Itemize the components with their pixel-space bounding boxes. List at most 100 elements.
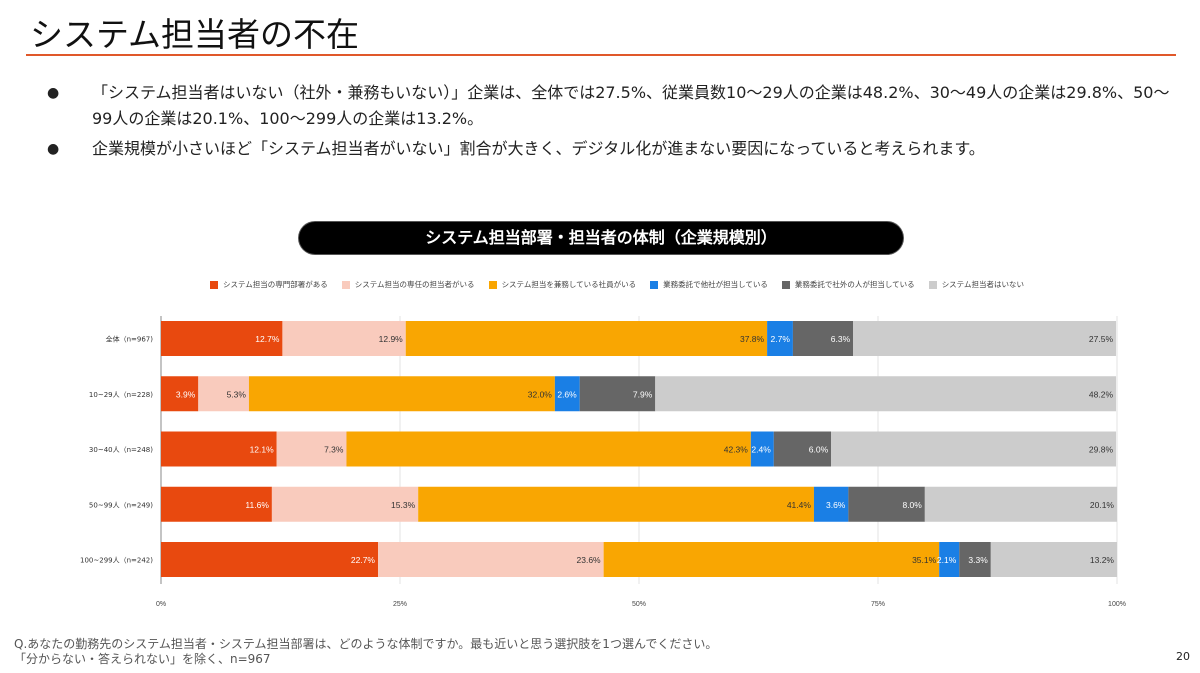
legend-item: システム担当を兼務している社員がいる <box>488 279 636 290</box>
legend-label: システム担当の専任の担当者がいる <box>354 280 475 289</box>
data-label: 20.1% <box>1090 500 1115 510</box>
bar-segment <box>750 431 774 467</box>
bar-segment <box>603 542 940 577</box>
bar-segment <box>655 376 1117 412</box>
legend-swatch <box>341 280 350 289</box>
bar-segment <box>848 486 925 522</box>
bar-segment <box>792 321 854 356</box>
data-label: 2.1% <box>937 555 957 565</box>
data-label: 3.9% <box>176 389 196 399</box>
data-label: 37.8% <box>740 334 765 344</box>
data-label: 3.6% <box>826 500 846 510</box>
bar-segment <box>271 486 419 522</box>
data-label: 13.2% <box>1090 555 1115 565</box>
survey-question: Q.あなたの勤務先のシステム担当者・システム担当部署は、どのような体制ですか。最… <box>14 637 718 651</box>
x-tick-label: 100% <box>1108 601 1126 608</box>
data-label: 48.2% <box>1089 389 1114 399</box>
bar-segment <box>959 542 991 577</box>
bar-segment <box>161 486 272 522</box>
bar-segment <box>346 431 751 467</box>
data-label: 8.0% <box>902 500 922 510</box>
bullet-dot-icon: ● <box>47 141 60 157</box>
legend-item: 業務委託で社外の人が担当している <box>781 279 915 290</box>
bullet-item: ● 「システム担当者はいない（社外・兼務もいない）」企業は、全体では27.5%、… <box>42 80 1182 132</box>
data-label: 11.6% <box>245 500 269 510</box>
survey-note: 「分からない・答えられない」を除く、n=967 <box>14 652 271 666</box>
legend-item: 業務委託で他社が担当している <box>650 279 768 290</box>
data-label: 15.3% <box>391 500 416 510</box>
legend-item: システム担当の専門部署がある <box>210 279 328 290</box>
legend-swatch <box>210 280 218 289</box>
page-number: 20 <box>1176 650 1190 663</box>
title-underline <box>26 54 1176 56</box>
category-label: 50~99人（n=249) <box>89 501 153 509</box>
data-label: 35.1% <box>912 555 937 565</box>
bar-segment <box>248 376 555 412</box>
legend-swatch <box>781 280 790 289</box>
data-label: 12.1% <box>250 445 275 455</box>
data-label: 32.0% <box>528 389 553 399</box>
bullet-text: 「システム担当者はいない（社外・兼務もいない）」企業は、全体では27.5%、従業… <box>92 83 1170 128</box>
category-label: 30~40人（n=248) <box>89 446 153 454</box>
category-label: 全体（n=967) <box>106 335 154 344</box>
bar-segment <box>554 376 580 412</box>
x-tick-label: 0% <box>156 601 166 608</box>
legend-swatch <box>650 280 659 289</box>
bar-segment <box>990 542 1117 577</box>
legend-swatch <box>928 280 937 289</box>
data-label: 2.4% <box>751 445 771 455</box>
x-tick-label: 75% <box>871 601 885 608</box>
data-label: 3.3% <box>968 555 988 565</box>
bar-segment <box>198 376 249 412</box>
bar-segment <box>853 321 1117 356</box>
legend-label: 業務委託で社外の人が担当している <box>794 280 915 289</box>
data-label: 12.7% <box>255 334 280 344</box>
slide-title: システム担当者の不在 <box>30 15 360 54</box>
data-label: 23.6% <box>577 555 602 565</box>
bar-segment <box>161 376 199 412</box>
data-label: 27.5% <box>1089 334 1114 344</box>
bar-segment <box>276 431 347 467</box>
bar-segment <box>939 542 960 577</box>
bar-segment <box>813 486 849 522</box>
bar-segment <box>831 431 1117 467</box>
data-label: 2.6% <box>557 389 577 399</box>
footer-note: Q.あなたの勤務先のシステム担当者・システム担当部署は、どのような体制ですか。最… <box>14 637 717 667</box>
bar-segment <box>161 542 379 577</box>
legend-label: 業務委託で他社が担当している <box>663 280 768 289</box>
chart-title: システム担当部署・担当者の体制（企業規模別） <box>299 222 903 254</box>
data-label: 6.0% <box>809 445 829 455</box>
category-label: 100~299人（n=242) <box>80 557 153 565</box>
data-label: 5.3% <box>227 389 247 399</box>
legend-swatch <box>488 280 497 289</box>
bar-segment <box>161 431 277 467</box>
bullet-list: ● 「システム担当者はいない（社外・兼務もいない）」企業は、全体では27.5%、… <box>42 80 1182 166</box>
data-label: 7.9% <box>633 389 653 399</box>
bar-segment <box>282 321 406 356</box>
data-label: 2.7% <box>771 334 791 344</box>
data-label: 22.7% <box>351 555 376 565</box>
bar-segment <box>378 542 604 577</box>
bullet-text: 企業規模が小さいほど「システム担当者がいない」割合が大きく、デジタル化が進まない… <box>92 139 985 158</box>
bar-segment <box>924 486 1117 522</box>
data-label: 42.3% <box>724 445 749 455</box>
data-label: 29.8% <box>1089 445 1114 455</box>
chart-legend: システム担当の専門部署がある システム担当の専任の担当者がいる システム担当を兼務し… <box>210 279 1024 290</box>
legend-label: システム担当者はいない <box>941 280 1024 289</box>
bar-segment <box>767 321 793 356</box>
data-label: 6.3% <box>831 334 851 344</box>
bar-segment <box>579 376 656 412</box>
bar-segment <box>773 431 832 467</box>
bar-segment <box>418 486 814 522</box>
data-label: 41.4% <box>787 500 812 510</box>
legend-item: システム担当者はいない <box>928 279 1024 290</box>
data-label: 7.3% <box>324 445 344 455</box>
bullet-item: ● 企業規模が小さいほど「システム担当者がいない」割合が大きく、デジタル化が進ま… <box>42 136 1182 162</box>
bar-segment <box>405 321 768 356</box>
bullet-dot-icon: ● <box>47 85 60 101</box>
x-tick-label: 25% <box>393 601 407 608</box>
category-label: 10~29人（n=228) <box>89 391 153 399</box>
x-tick-label: 50% <box>632 601 646 608</box>
legend-item: システム担当の専任の担当者がいる <box>341 279 475 290</box>
